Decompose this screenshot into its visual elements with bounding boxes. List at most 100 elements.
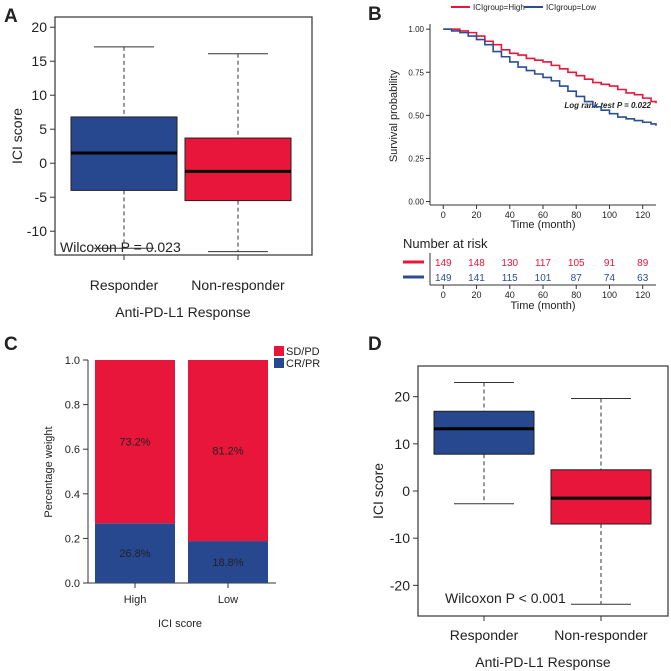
risk-table-xlabel: Time (month) (511, 300, 576, 312)
y-tick-label: 0.2 (65, 533, 80, 545)
risk-value: 105 (568, 258, 585, 269)
y-tick-label: 0 (39, 155, 47, 171)
x-tick-label: 100 (602, 210, 617, 220)
risk-value: 74 (604, 273, 616, 284)
y-tick-label: 10 (31, 87, 47, 103)
risk-x-tick-label: 20 (472, 290, 482, 300)
y-tick-label: 1.0 (65, 355, 80, 367)
panel-b-logrank: Log rank test P = 0.022 (564, 101, 651, 110)
y-tick-label: 5 (39, 121, 47, 137)
survival-curve-high (443, 28, 657, 104)
risk-value: 63 (637, 273, 649, 284)
y-tick-label: 20 (394, 389, 410, 405)
y-tick-label: 0 (402, 483, 410, 499)
x-category-label: Non-responder (554, 627, 648, 643)
risk-x-tick-label: 40 (505, 290, 515, 300)
y-tick-label: 20 (31, 19, 47, 35)
panel-a-ylabel: ICI score (9, 108, 25, 164)
panel-label-b: B (368, 4, 382, 25)
panel-b-survival: ICIgroup=High ICIgroup=Low Survival prob… (388, 3, 657, 312)
y-tick-label: 0.6 (65, 444, 80, 456)
x-tick-label: 40 (505, 210, 515, 220)
legend-crpr-label: CR/PR (286, 358, 320, 370)
x-category-label: Low (218, 594, 238, 606)
panel-label-d: D (368, 334, 382, 355)
x-tick-label: 0 (441, 210, 446, 220)
bar-high-sd-pd (95, 360, 175, 524)
y-tick-label: 0.25 (408, 154, 424, 163)
panel-c-ylabel: Percentage weight (43, 426, 55, 517)
x-category-label: Responder (90, 277, 159, 293)
panel-b-xlabel: Time (month) (511, 219, 576, 231)
y-tick-label: -20 (390, 577, 410, 593)
y-tick-label: 0.50 (408, 111, 424, 120)
panel-c-xlabel: ICI score (158, 618, 202, 630)
y-tick-label: 1.00 (408, 25, 424, 34)
box-non-responder (184, 137, 292, 202)
legend-sdpd-swatch (274, 346, 284, 356)
bar-low-sd-pd (188, 360, 268, 542)
bar-high-cr-pr (95, 523, 175, 583)
survival-curve-low (443, 28, 657, 126)
legend-crpr-swatch (274, 358, 284, 368)
y-tick-label: 0.75 (408, 68, 424, 77)
risk-value: 149 (435, 273, 452, 284)
bar-label: 26.8% (119, 548, 150, 560)
y-tick-label: 0.4 (65, 489, 80, 501)
risk-value: 130 (501, 258, 518, 269)
risk-value: 141 (468, 273, 485, 284)
risk-value: 149 (435, 258, 452, 269)
y-tick-label: 10 (394, 436, 410, 452)
risk-x-tick-label: 80 (571, 290, 581, 300)
risk-value: 87 (571, 273, 583, 284)
risk-x-tick-label: 120 (635, 290, 650, 300)
bar-low-cr-pr (188, 541, 268, 583)
panel-d-annotation: Wilcoxon P < 0.001 (445, 590, 566, 606)
panel-a-frame (54, 16, 313, 256)
panel-d-xlabel: Anti-PD-L1 Response (475, 654, 611, 670)
x-tick-label: 80 (571, 210, 581, 220)
box-responder (433, 410, 535, 455)
panel-c-stacked-bar: Percentage weight ICI score SD/PD CR/PR … (43, 346, 320, 630)
panel-label-c: C (4, 334, 18, 355)
panel-b-legend: ICIgroup=High ICIgroup=Low (451, 3, 596, 12)
risk-table-title: Number at risk (403, 236, 488, 251)
panel-a-xlabel: Anti-PD-L1 Response (115, 304, 251, 320)
panel-c-legend: SD/PD CR/PR (274, 346, 320, 370)
panel-a-annotation: Wilcoxon P = 0.023 (60, 239, 181, 255)
risk-value: 148 (468, 258, 485, 269)
risk-value: 101 (535, 273, 552, 284)
bar-label: 73.2% (119, 437, 150, 449)
legend-low-label: ICIgroup=Low (546, 3, 596, 12)
panel-d-ylabel: ICI score (370, 463, 386, 519)
risk-value: 89 (637, 258, 649, 269)
x-tick-label: 20 (472, 210, 482, 220)
y-tick-label: -5 (35, 189, 48, 205)
risk-value: 91 (604, 258, 616, 269)
y-tick-label: 0.8 (65, 400, 80, 412)
x-category-label: Responder (450, 627, 519, 643)
risk-x-tick-label: 0 (441, 290, 446, 300)
y-tick-label: 0.0 (65, 578, 80, 590)
y-tick-label: -10 (27, 223, 47, 239)
x-tick-label: 60 (538, 210, 548, 220)
panel-label-a: A (4, 6, 18, 27)
risk-value: 117 (535, 258, 551, 269)
risk-x-tick-label: 100 (602, 290, 617, 300)
x-category-label: High (124, 594, 147, 606)
bar-label: 81.2% (212, 446, 243, 458)
x-category-label: Non-responder (191, 277, 285, 293)
panel-a-boxplot: ICI score Anti-PD-L1 Response Wilcoxon P… (9, 16, 313, 320)
x-tick-label: 120 (635, 210, 650, 220)
risk-value: 115 (502, 273, 518, 284)
legend-high-label: ICIgroup=High (473, 3, 525, 12)
bar-label: 18.8% (212, 557, 243, 569)
risk-x-tick-label: 60 (538, 290, 548, 300)
y-tick-label: -10 (390, 530, 410, 546)
panel-d-boxplot: ICI score Anti-PD-L1 Response Wilcoxon P… (370, 365, 669, 670)
panel-b-ylabel: Survival probability (388, 69, 400, 162)
legend-sdpd-label: SD/PD (286, 346, 320, 358)
y-tick-label: 0.00 (408, 198, 424, 207)
y-tick-label: 15 (31, 53, 47, 69)
